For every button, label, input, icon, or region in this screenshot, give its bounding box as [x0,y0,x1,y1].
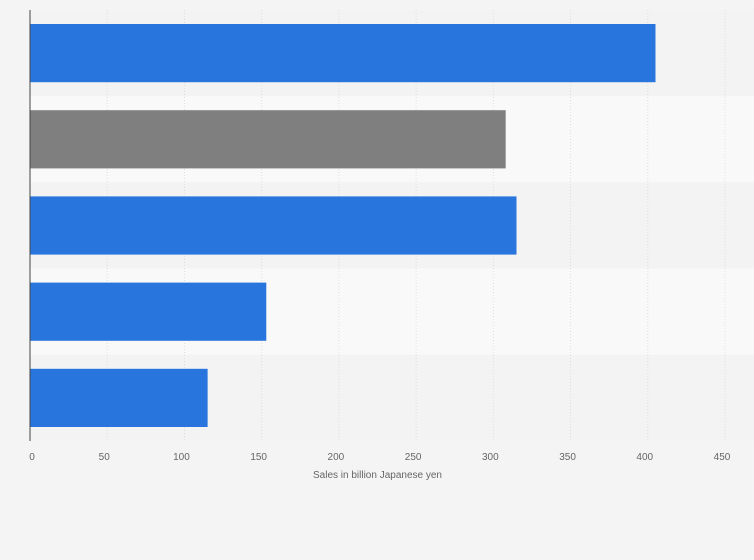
bar[interactable] [30,24,656,83]
x-tick-label: 250 [405,452,422,463]
bar[interactable] [30,196,517,255]
x-tick-label: 300 [482,452,499,463]
x-axis-title: Sales in billion Japanese yen [313,470,442,481]
x-tick-label: 200 [328,452,345,463]
x-tick-label: 100 [173,452,190,463]
x-tick-label: 150 [250,452,267,463]
bar[interactable] [30,282,267,341]
x-tick-label: 400 [636,452,653,463]
x-tick-label: 350 [559,452,576,463]
x-tick-label: 0 [29,452,35,463]
bar[interactable] [30,110,506,169]
bars-group [30,24,656,427]
bar[interactable] [30,368,208,427]
x-tick-label: 450 [714,452,731,463]
x-tick-label: 50 [99,452,111,463]
x-tick-labels: 0 50 100 150 200 250 300 350 400 450 [29,452,731,463]
